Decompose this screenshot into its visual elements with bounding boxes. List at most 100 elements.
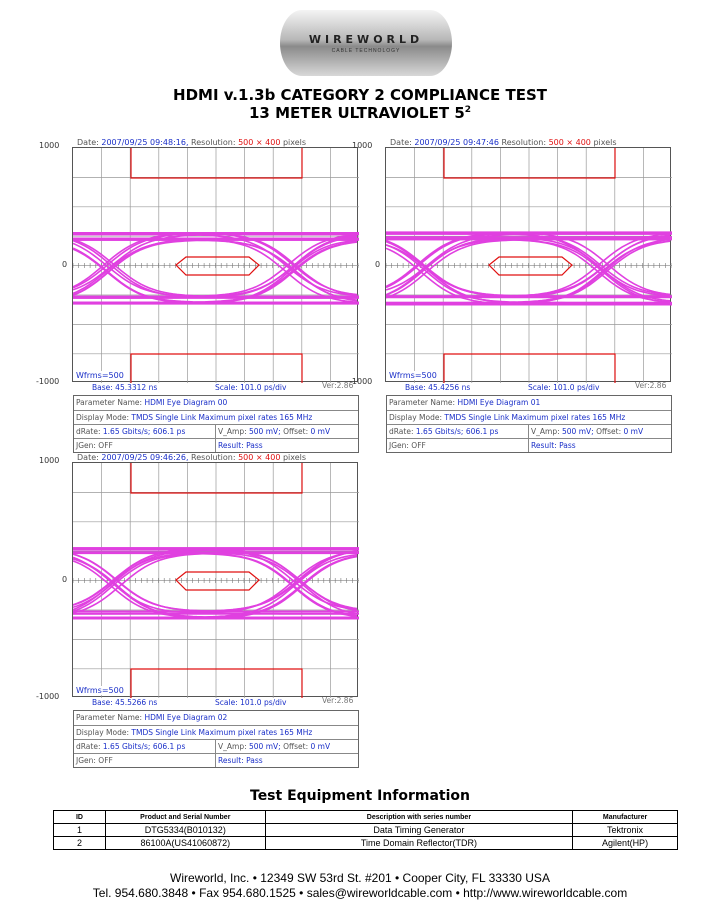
param-value: HDMI Eye Diagram 00 (144, 398, 228, 407)
base-readout: Base: 45.4256 ns (405, 383, 471, 392)
scope-header: Date: 2007/09/25 09:46:26, Resolution: 5… (77, 453, 306, 462)
eye-trace (73, 547, 358, 610)
offset-label: Offset: (596, 427, 622, 436)
vamp-value: 500 mV; (249, 742, 281, 751)
scope-info-table: Parameter Name: HDMI Eye Diagram 02 Disp… (73, 710, 359, 768)
eye-trace (73, 233, 357, 291)
table-header-row: ID Product and Serial Number Description… (53, 810, 678, 824)
cell-description: Time Domain Reflector(TDR) (264, 836, 574, 850)
y-tick-zero: 0 (62, 575, 68, 584)
y-tick-zero: 0 (375, 260, 381, 269)
eye-trace (386, 247, 670, 306)
resolution-label: Resolution: (191, 138, 236, 147)
resolution-value: 500 × 400 (238, 453, 281, 462)
table-row: 1 DTG5334(B010132) Data Timing Generator… (53, 823, 678, 837)
logo-brand: WIREWORLD (308, 32, 424, 46)
y-tick-top: 1000 (352, 141, 373, 150)
y-tick-top: 1000 (39, 456, 60, 465)
eye-diagram-plot: Wfrms=500 (385, 147, 672, 383)
mode-value: TMDS Single Link Maximum pixel rates 165… (131, 413, 313, 422)
cell-manufacturer: Tektronix (572, 823, 678, 837)
mask-top (443, 148, 616, 179)
eye-trace (73, 237, 357, 297)
date-label: Date: (390, 138, 412, 147)
cell-description: Data Timing Generator (264, 823, 574, 837)
date-label: Date: (77, 138, 99, 147)
rate-label: dRate: (389, 427, 414, 436)
eye-trace (386, 240, 671, 305)
rate-value: 1.65 Gbits/s; 606.1 ps (102, 427, 186, 436)
eye-trace (386, 233, 670, 291)
eye-diagram-svg (73, 148, 359, 383)
wireworld-logo: WIREWORLD CABLE TECHNOLOGY (280, 10, 452, 76)
scale-readout: Scale: 101.0 ps/div (215, 698, 287, 707)
vamp-label: V_Amp: (218, 427, 247, 436)
eye-trace (73, 235, 358, 298)
eye-trace (386, 238, 671, 304)
eye-trace (73, 242, 357, 298)
col-description: Description with series number (264, 810, 574, 824)
mode-label: Display Mode: (76, 728, 129, 737)
eye-trace (73, 550, 358, 613)
version-readout: Ver:2.86 (322, 381, 354, 390)
mode-value: TMDS Single Link Maximum pixel rates 165… (131, 728, 313, 737)
waveforms-count: Wfrms=500 (389, 371, 437, 380)
mode-value: TMDS Single Link Maximum pixel rates 165… (444, 413, 626, 422)
eye-diagram-plot: Wfrms=500 (72, 147, 359, 383)
jgen-status: JGen: OFF (74, 439, 216, 452)
vamp-label: V_Amp: (218, 742, 247, 751)
vamp-label: V_Amp: (531, 427, 560, 436)
col-product: Product and Serial Number (104, 810, 266, 824)
resolution-unit: pixels (593, 138, 617, 147)
equipment-table: ID Product and Serial Number Description… (53, 810, 678, 850)
mask-bottom (130, 668, 303, 698)
offset-value: 0 mV (623, 427, 644, 436)
resolution-unit: pixels (282, 453, 307, 462)
result-status: Result: Pass (218, 441, 263, 450)
eye-diagram-svg (73, 463, 359, 698)
scale-readout: Scale: 101.0 ps/div (215, 383, 287, 392)
mask-bottom (443, 353, 616, 383)
eye-trace (73, 247, 357, 305)
cell-id: 1 (53, 823, 106, 837)
resolution-value: 500 × 400 (548, 138, 591, 147)
y-tick-bottom: -1000 (36, 377, 60, 386)
base-readout: Base: 45.3312 ns (92, 383, 158, 392)
offset-value: 0 mV (310, 427, 331, 436)
mask-bottom (130, 353, 303, 383)
rate-value: 1.65 Gbits/s; 606.1 ps (102, 742, 186, 751)
eye-trace (386, 233, 671, 298)
eye-trace (73, 551, 358, 615)
vamp-value: 500 mV; (562, 427, 594, 436)
date-value: 2007/09/25 09:47:46 (414, 138, 499, 147)
version-readout: Ver:2.86 (635, 381, 667, 390)
y-tick-zero: 0 (62, 260, 68, 269)
cell-manufacturer: Agilent(HP) (572, 836, 678, 850)
mask-top (130, 463, 303, 494)
resolution-label: Resolution: (191, 453, 236, 462)
version-readout: Ver:2.86 (322, 696, 354, 705)
scope-header: Date: 2007/09/25 09:47:46 Resolution: 50… (390, 138, 617, 147)
rate-label: dRate: (76, 427, 101, 436)
scope-info-table: Parameter Name: HDMI Eye Diagram 00 Disp… (73, 395, 359, 453)
rate-label: dRate: (76, 742, 101, 751)
scale-readout: Scale: 101.0 ps/div (528, 383, 600, 392)
date-label: Date: (77, 453, 99, 462)
scope-header: Date: 2007/09/25 09:48:16, Resolution: 5… (77, 138, 306, 147)
base-readout: Base: 45.5266 ns (92, 698, 158, 707)
jgen-status: JGen: OFF (74, 754, 216, 767)
cell-product: DTG5334(B010132) (104, 823, 266, 837)
eye-trace (386, 231, 671, 296)
mask-top (130, 148, 303, 179)
scope-info-table: Parameter Name: HDMI Eye Diagram 01 Disp… (386, 395, 672, 453)
offset-label: Offset: (283, 427, 309, 436)
cell-product: 86100A(US41060872) (104, 836, 266, 850)
footer-contact: Tel. 954.680.3848 • Fax 954.680.1525 • s… (92, 886, 628, 900)
jgen-status: JGen: OFF (387, 439, 529, 452)
eye-trace (73, 233, 358, 297)
eye-diagram-plot: Wfrms=500 (72, 462, 359, 698)
page-subtitle: 13 METER ULTRAVIOLET 52 (0, 104, 720, 122)
eye-trace (73, 239, 358, 305)
param-label: Parameter Name: (389, 398, 456, 407)
param-label: Parameter Name: (76, 398, 143, 407)
